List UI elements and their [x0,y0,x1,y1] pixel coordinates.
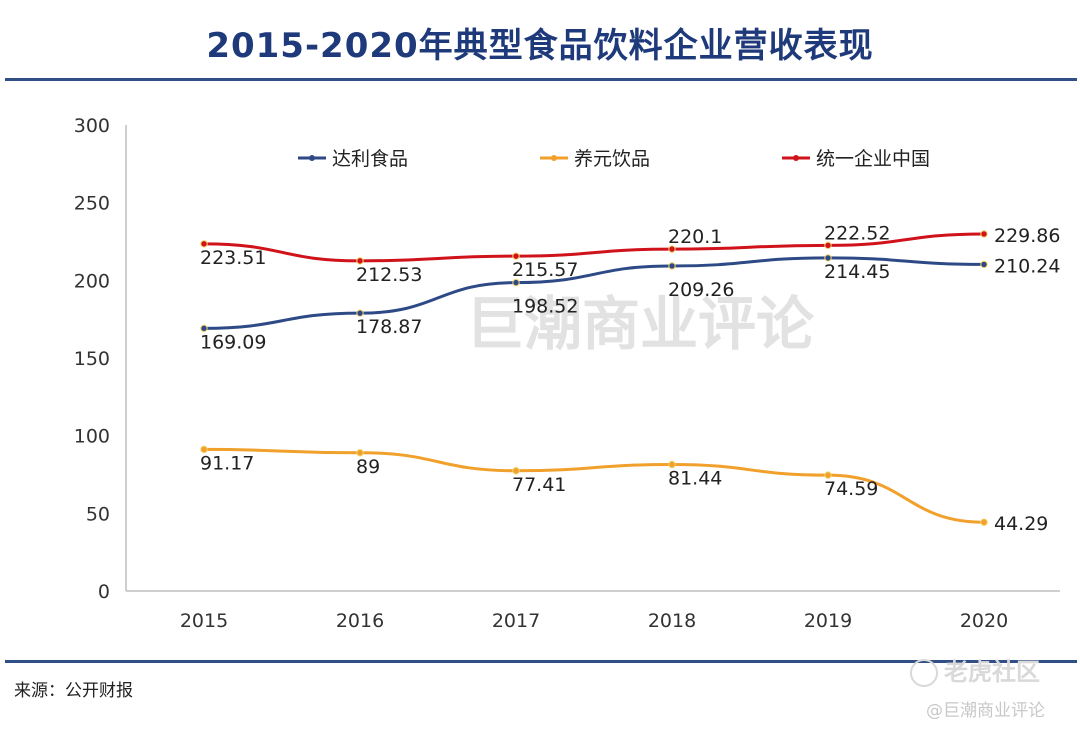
x-tick-label: 2016 [336,610,384,632]
y-tick-label: 150 [74,348,110,370]
axes: 0 50 100 150 200 250 300 2015 2016 2017 2018 2019 20… [74,115,1060,632]
data-point [668,262,676,270]
x-tick-label: 2019 [804,610,852,632]
data-point [356,449,364,457]
series-line [203,256,985,330]
data-label: 89 [356,456,380,478]
data-point [824,241,832,250]
y-tick-label: 300 [74,115,110,137]
y-tick-label: 200 [74,270,110,292]
legend-label: 养元饮品 [574,148,650,170]
top-divider [5,78,1077,81]
data-point [980,230,988,238]
brand-watermark-text: 老虎社区 [944,658,1040,686]
x-tick-label: 2015 [180,610,228,632]
data-label: 81.44 [668,467,722,489]
legend-marker [551,155,557,161]
data-point [200,240,208,248]
data-label: 229.86 [994,225,1060,247]
data-label: 178.87 [356,316,422,338]
legend-marker [309,155,315,161]
series-layer: 169.09 178.87 198.52 209.26 214.45 210.24 91.1… [200,222,1060,535]
data-point [512,278,520,287]
legend-label: 统一企业中国 [816,148,930,170]
data-label: 222.52 [824,222,890,244]
data-label: 223.51 [200,247,266,269]
data-point [980,518,988,526]
data-point [512,252,520,260]
y-tick-label: 100 [74,426,110,448]
data-label: 198.52 [512,296,578,318]
bottom-divider [5,660,1077,663]
data-point [512,467,520,475]
data-label: 74.59 [824,478,878,500]
data-point [824,471,832,479]
data-point [668,460,676,469]
y-tick-label: 250 [74,193,110,215]
x-tick-label: 2018 [648,610,696,632]
data-label: 220.1 [668,226,722,248]
data-label: 91.17 [200,452,254,474]
data-label: 210.24 [994,255,1060,277]
line-chart: 巨潮商业评论 0 50 100 150 200 250 300 2015 2016 2017 201… [74,115,1061,632]
data-label: 215.57 [512,259,578,281]
tiger-logo-icon [910,659,938,687]
x-tick-label: 2017 [492,610,540,632]
legend-label: 达利食品 [332,148,408,170]
series-line [203,447,985,524]
y-tick-label: 50 [86,503,110,525]
legend: 达利食品 养元饮品 统一企业中国 [298,148,930,170]
y-tick-label: 0 [98,581,110,603]
data-point [200,324,208,333]
data-point [200,445,208,454]
data-label: 214.45 [824,261,890,283]
chart-title: 2015-2020年典型食品饮料企业营收表现 [206,26,874,66]
center-watermark: 巨潮商业评论 [466,290,815,358]
data-label: 209.26 [668,279,734,301]
source-note: 来源：公开财报 [14,681,133,701]
handle-watermark: @巨潮商业评论 [926,701,1045,721]
data-label: 212.53 [356,264,422,286]
data-point [356,309,364,317]
x-tick-label: 2020 [960,610,1008,632]
brand-watermark: 老虎社区 [910,652,1040,687]
data-point [668,245,676,253]
data-label: 169.09 [200,331,266,353]
data-label: 77.41 [512,474,566,496]
data-point [824,254,832,262]
data-point [356,257,364,265]
legend-marker [793,155,799,161]
series-line [203,232,985,263]
data-label: 44.29 [994,513,1048,535]
data-point [980,260,988,269]
